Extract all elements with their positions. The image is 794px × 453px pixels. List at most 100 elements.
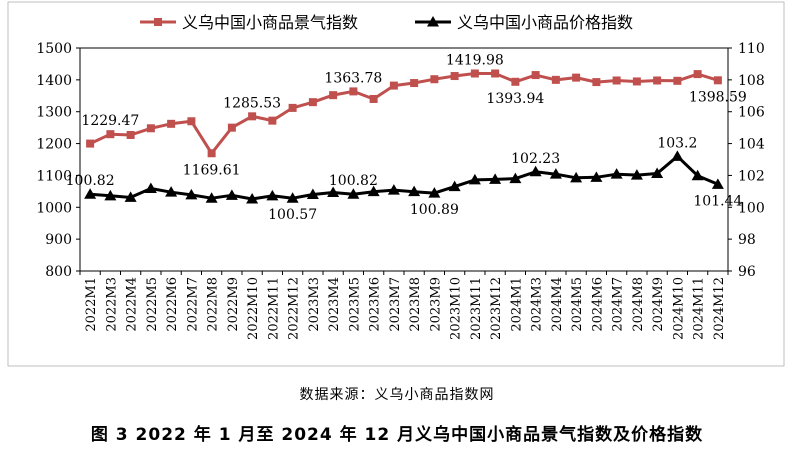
x-axis-tick-label: 2024M4 — [550, 277, 565, 332]
series-1-point — [468, 173, 481, 185]
series-0-point — [531, 71, 540, 80]
data-label: 1363.78 — [324, 70, 382, 86]
series-0-point — [653, 76, 662, 85]
x-axis-tick-label: 2023M12 — [489, 277, 504, 340]
data-label: 100.89 — [410, 202, 459, 218]
series-0-point — [86, 139, 95, 148]
left-axis-tick-label: 900 — [45, 232, 72, 248]
series-0-point — [187, 117, 196, 126]
series-1-point — [367, 185, 380, 197]
x-axis-tick-label: 2022M5 — [145, 277, 160, 332]
x-axis-tick-label: 2023M8 — [408, 277, 423, 332]
x-axis-tick-label: 2023M4 — [327, 277, 342, 332]
series-1-point — [630, 169, 643, 180]
series-1-point — [286, 192, 299, 203]
series-0-point — [713, 76, 722, 85]
x-axis-tick-label: 2024M11 — [692, 277, 707, 340]
x-axis-tick-label: 2022M7 — [185, 277, 200, 332]
series-1-point — [225, 189, 238, 200]
series-0-point — [227, 123, 236, 132]
legend-swatch-square-marker — [154, 18, 162, 26]
series-0-point — [470, 69, 479, 78]
series-1-point — [205, 192, 218, 203]
x-axis-tick-label: 2023M3 — [307, 277, 322, 332]
data-label: 1393.94 — [486, 91, 544, 107]
series-0-point — [450, 72, 459, 81]
series-1-point — [711, 178, 724, 189]
series-0-point — [572, 73, 581, 82]
x-axis-tick-label: 2022M11 — [266, 277, 281, 340]
x-axis-tick-label: 2024M5 — [570, 277, 585, 332]
left-axis-tick-label: 1000 — [36, 200, 72, 216]
series-1-point — [306, 188, 319, 200]
series-1-point — [165, 186, 178, 197]
series-line-0 — [89, 72, 719, 155]
series-1-point — [529, 165, 542, 177]
x-axis-tick-label: 2022M3 — [104, 277, 119, 332]
data-label: 1285.53 — [223, 95, 281, 111]
series-1-point — [671, 150, 684, 161]
legend-label: 义乌中国小商品景气指数 — [182, 13, 358, 32]
x-axis-tick-label: 2024M8 — [631, 277, 646, 332]
series-1-point — [124, 191, 137, 202]
series-0-point — [511, 77, 520, 86]
series-0-point — [430, 75, 439, 84]
series-0-point — [248, 112, 257, 121]
series-0-point — [632, 77, 641, 86]
left-axis-tick-label: 1400 — [36, 73, 72, 89]
dual-axis-line-chart: 800 900 1000 1100 1200 1300 1400 1500 96 98 100 102… — [7, 1, 785, 367]
right-axis-tick-label: 106 — [738, 105, 765, 121]
x-axis-tick-label: 2023M5 — [347, 277, 362, 332]
series-1-point — [691, 169, 704, 181]
series-1-point — [610, 168, 623, 179]
data-label: 100.82 — [329, 173, 378, 189]
data-label: 103.2 — [657, 135, 697, 151]
x-axis-tick-label: 2022M12 — [287, 277, 302, 340]
data-label: 101.44 — [693, 193, 742, 209]
series-0-point — [673, 76, 682, 85]
series-0-point — [369, 94, 378, 103]
data-label: 1169.61 — [183, 162, 241, 178]
chart-border — [7, 1, 785, 367]
series-1-point — [428, 187, 441, 198]
series-0-point — [612, 76, 621, 85]
series-1-point — [489, 173, 502, 184]
series-1-point — [84, 188, 97, 199]
series-0-point — [551, 75, 560, 84]
series-1-point — [347, 188, 360, 199]
left-axis-tick-label: 1200 — [36, 137, 72, 153]
x-axis-tick-label: 2023M7 — [388, 277, 403, 332]
x-axis-tick-label: 2023M10 — [449, 277, 464, 340]
series-0-point — [389, 81, 398, 90]
right-axis-tick-label: 96 — [738, 264, 756, 280]
series-0-point — [106, 130, 115, 139]
x-axis-tick-label: 2022M9 — [226, 277, 241, 332]
series-1-point — [590, 171, 603, 182]
x-axis-tick-label: 2023M11 — [469, 277, 484, 340]
x-axis-tick-label: 2024M12 — [712, 277, 727, 340]
x-axis-tick-label: 2022M4 — [125, 277, 140, 332]
series-0-point — [126, 130, 135, 139]
figure-caption: 图 3 2022 年 1 月至 2024 年 12 月义乌中国小商品景气指数及价… — [90, 425, 704, 445]
right-axis-tick-label: 100 — [738, 200, 765, 216]
legend-label: 义乌中国小商品价格指数 — [457, 13, 633, 32]
x-axis-tick-label: 2022M10 — [246, 277, 261, 340]
data-label: 100.82 — [66, 173, 115, 189]
x-axis-tick-label: 2024M3 — [530, 277, 545, 332]
x-axis-tick-label: 2023M9 — [428, 277, 443, 332]
x-axis-tick-label: 2024M10 — [671, 277, 686, 340]
series-1-point — [408, 185, 421, 197]
series-0-point — [693, 70, 702, 79]
right-axis-tick-label: 108 — [738, 73, 765, 89]
right-axis-tick-label: 102 — [738, 168, 765, 184]
series-1-point — [651, 167, 664, 179]
data-label: 1419.98 — [446, 52, 504, 68]
data-label: 102.23 — [511, 151, 560, 167]
series-1-point — [144, 182, 157, 193]
left-axis-tick-label: 1300 — [36, 105, 72, 121]
series-0-point — [349, 87, 358, 96]
series-1-point — [185, 188, 198, 200]
series-0-point — [288, 103, 297, 112]
series-0-point — [592, 78, 601, 87]
x-axis-tick-label: 2023M6 — [368, 277, 383, 332]
